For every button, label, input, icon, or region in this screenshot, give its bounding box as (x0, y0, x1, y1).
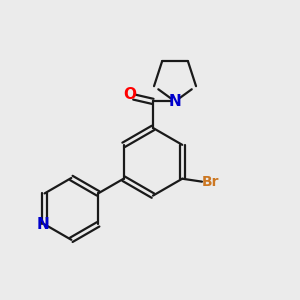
Text: O: O (123, 87, 136, 102)
Text: N: N (37, 217, 50, 232)
Text: Br: Br (202, 175, 220, 189)
Text: N: N (169, 94, 182, 109)
